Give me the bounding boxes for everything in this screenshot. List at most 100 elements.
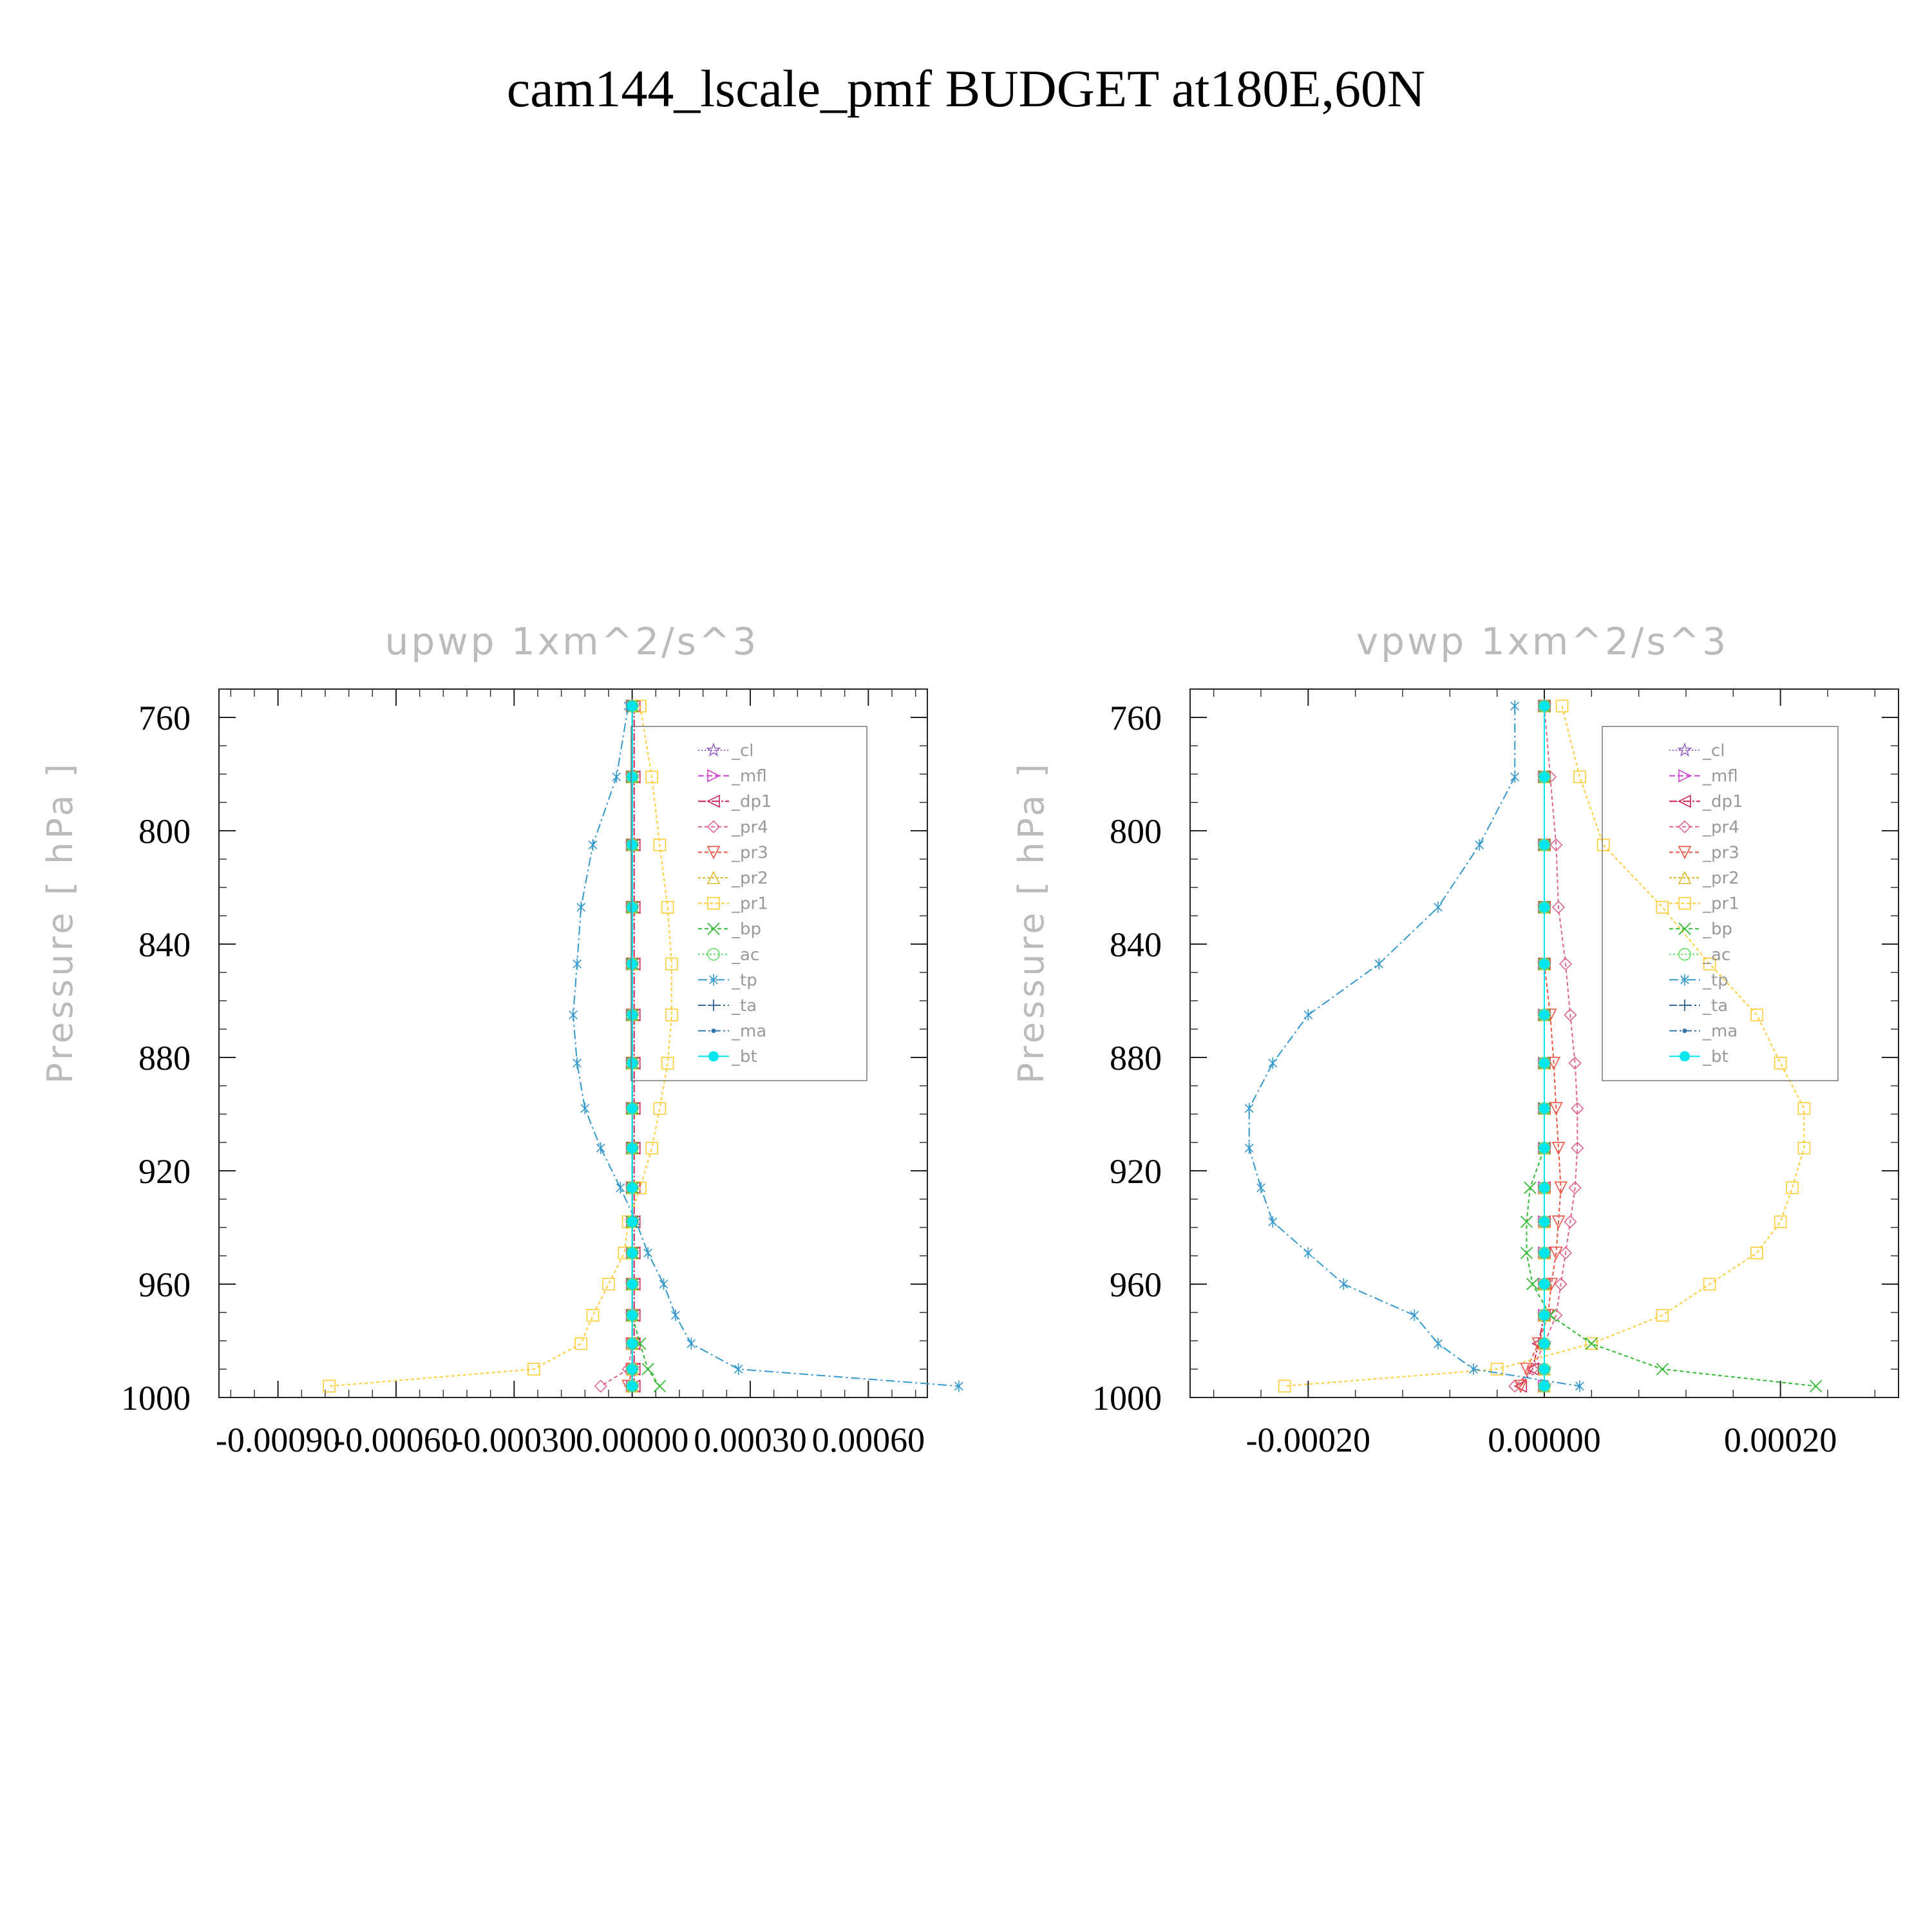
legend-marker	[1678, 896, 1691, 910]
legend-marker	[707, 896, 720, 910]
series-point	[1539, 1182, 1549, 1193]
series-point	[1774, 1057, 1787, 1070]
legend-label: _dp1	[731, 792, 772, 811]
legend-marker	[1678, 769, 1692, 782]
legend-label: _pr4	[1702, 818, 1739, 837]
series-point	[645, 1142, 659, 1155]
x-tick-label: 0.00000	[576, 1421, 689, 1459]
legend-label: _ac	[731, 945, 759, 965]
series-point	[612, 771, 621, 783]
series-point	[1596, 838, 1610, 851]
legend-marker	[708, 999, 719, 1011]
legend-label: _tp	[731, 971, 757, 990]
series-point	[1551, 1142, 1566, 1155]
series-point	[653, 838, 667, 851]
series-point	[323, 1379, 336, 1393]
series-point	[1656, 901, 1669, 914]
x-tick-label: -0.00090	[216, 1421, 340, 1459]
series-line	[1526, 706, 1816, 1387]
x-tick-label: -0.00020	[1246, 1421, 1370, 1459]
y-tick-label: 840	[1110, 925, 1162, 964]
series-point	[1585, 1337, 1598, 1350]
minor-ticks	[219, 688, 927, 1398]
series-point	[1526, 1362, 1539, 1376]
series-point	[1568, 1181, 1582, 1195]
series-line	[1284, 706, 1805, 1387]
series-point	[665, 1009, 678, 1021]
series-point	[574, 1337, 588, 1350]
series-point	[1303, 1247, 1313, 1259]
series-point	[1278, 1379, 1291, 1393]
series-point	[627, 1142, 638, 1153]
series-point	[576, 901, 586, 913]
x-tick-label: -0.00060	[334, 1421, 458, 1459]
series-point	[627, 840, 638, 850]
series-point	[734, 1363, 743, 1375]
series-point	[1520, 1246, 1533, 1260]
series-point	[627, 902, 638, 913]
legend-label: _bp	[731, 920, 761, 939]
legend-marker	[1680, 1051, 1690, 1062]
series-point	[1539, 958, 1549, 969]
legend-marker	[707, 948, 720, 961]
series-point	[1551, 900, 1566, 914]
series-point	[1551, 1215, 1566, 1229]
series-pr1	[1278, 699, 1811, 1393]
series-point	[1750, 1246, 1763, 1260]
series-point	[1526, 1278, 1539, 1291]
figure-title: cam144_lscale_pmf BUDGET at180E,60N	[507, 59, 1425, 118]
legend-marker	[1679, 999, 1690, 1011]
x-tick-label: 0.00020	[1724, 1421, 1837, 1459]
y-tick-label: 840	[138, 925, 191, 964]
legend-marker	[1682, 1028, 1687, 1034]
legend-label: _pr2	[1702, 869, 1739, 888]
legend-marker	[709, 974, 718, 986]
panel-title-vpwp: vpwp 1xm^2/s^3	[1356, 620, 1728, 663]
series-point	[1549, 1102, 1563, 1115]
series-point	[1555, 699, 1569, 713]
legend-marker	[711, 1028, 716, 1034]
series-point	[1539, 1217, 1549, 1227]
series-bt	[627, 701, 638, 1392]
series-point	[627, 1364, 638, 1374]
y-tick-label: 1000	[1092, 1379, 1162, 1417]
series-point	[1244, 1142, 1254, 1154]
series-line	[1514, 706, 1578, 1387]
series-point	[588, 839, 598, 851]
series-point	[1797, 1102, 1811, 1115]
series-point	[1539, 701, 1549, 712]
y-tick-label: 920	[1110, 1152, 1162, 1191]
series-point	[1571, 1141, 1584, 1155]
legend-label: _ma	[1702, 1022, 1738, 1041]
plot-area-upwp: 760 800 840 880 920 960 1000 -0.00090-0.00060-0…	[121, 688, 963, 1459]
legend-label: _pr3	[1702, 843, 1739, 862]
series-point	[1564, 1215, 1577, 1229]
legend-label: _dp1	[1702, 792, 1743, 811]
legend-label: _pr3	[731, 843, 768, 862]
series-bt	[1539, 701, 1549, 1392]
legend-label: _cl	[1702, 741, 1725, 761]
series-point	[1539, 1310, 1549, 1321]
series-point	[1434, 1338, 1443, 1350]
y-tick-label: 880	[138, 1039, 191, 1077]
legend-marker	[1680, 974, 1689, 986]
series-point	[1656, 1363, 1669, 1376]
series-point	[616, 1182, 625, 1194]
series-point	[1539, 902, 1549, 913]
series-point	[627, 958, 638, 969]
series-point	[1490, 1363, 1504, 1376]
series-point	[1256, 1182, 1265, 1194]
series-point	[1585, 1337, 1598, 1350]
series-point	[627, 1247, 638, 1258]
series-point	[659, 1278, 668, 1290]
legend-label: _pr1	[1702, 895, 1739, 914]
legend-marker	[706, 742, 721, 757]
series-tp	[1244, 700, 1584, 1392]
series-point	[627, 1182, 638, 1193]
series-point	[1575, 1380, 1584, 1392]
x-tick-label: 0.00000	[1488, 1421, 1601, 1459]
series-line	[329, 706, 672, 1387]
y-tick-label: 920	[138, 1152, 191, 1191]
series-point	[1554, 1181, 1567, 1195]
series-point	[1564, 1008, 1577, 1022]
